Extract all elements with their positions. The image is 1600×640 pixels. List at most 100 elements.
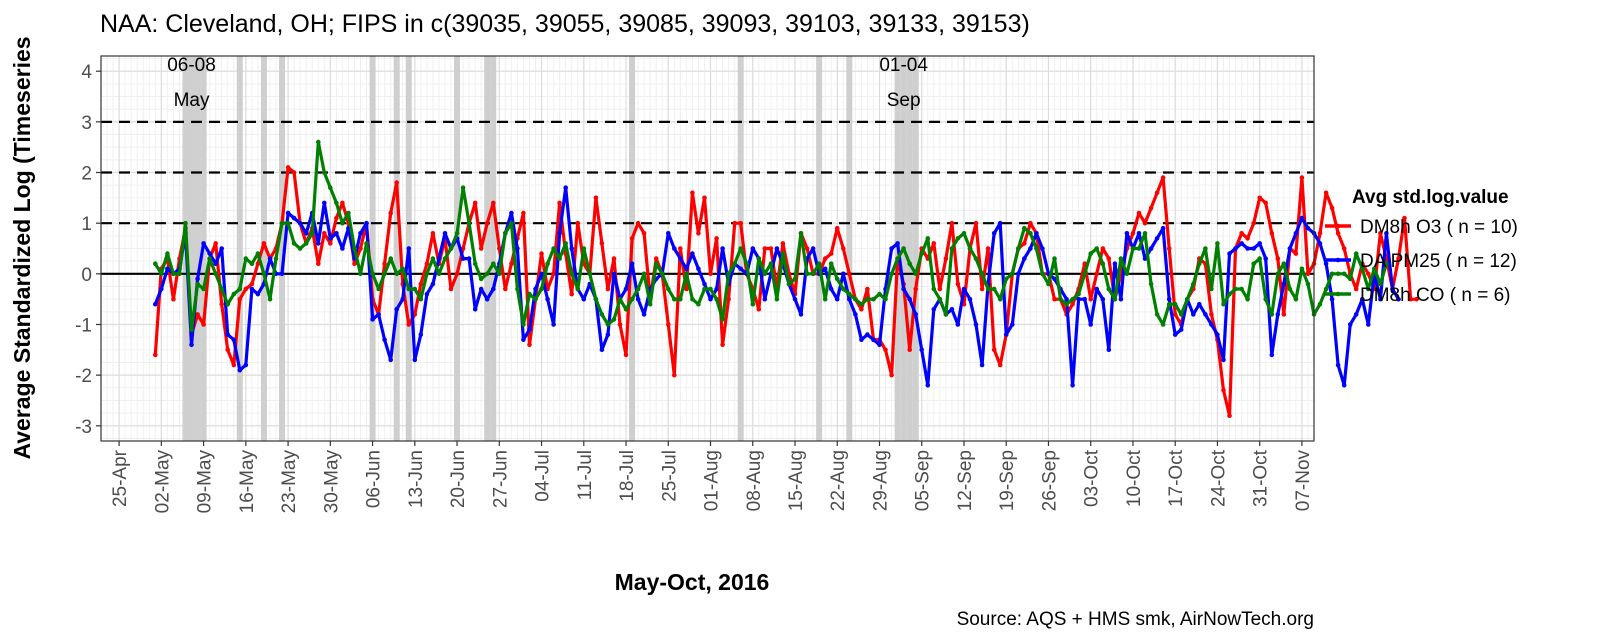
data-point	[1142, 220, 1148, 226]
data-point	[1106, 256, 1112, 261]
data-point	[201, 241, 206, 246]
data-point	[400, 296, 406, 302]
data-point	[358, 271, 363, 277]
data-point	[979, 271, 985, 277]
data-point	[1034, 246, 1039, 251]
x-tick-label: 23-May	[279, 450, 300, 514]
data-point	[967, 246, 973, 251]
data-point	[551, 246, 556, 251]
data-point	[159, 271, 164, 277]
data-point	[822, 266, 828, 272]
data-point	[696, 266, 701, 272]
data-point	[376, 286, 381, 292]
data-point	[1022, 241, 1027, 246]
data-point	[382, 337, 387, 343]
data-point	[527, 327, 532, 332]
data-point	[997, 362, 1003, 368]
data-point	[1414, 296, 1419, 302]
x-tick-label: 11-Jul	[575, 450, 596, 500]
data-point	[1366, 322, 1371, 327]
data-point	[183, 220, 188, 226]
data-point	[792, 276, 798, 282]
data-point	[364, 220, 369, 226]
data-point	[847, 291, 852, 297]
data-point	[1209, 322, 1214, 327]
data-point	[816, 261, 822, 267]
data-point	[1233, 286, 1238, 292]
data-point	[1028, 220, 1033, 226]
data-point	[1378, 231, 1383, 236]
data-point	[340, 220, 345, 226]
data-point	[666, 231, 671, 236]
data-point	[291, 215, 297, 221]
data-point	[611, 271, 617, 277]
data-point	[1094, 246, 1099, 251]
data-point	[1372, 266, 1377, 272]
data-point	[466, 220, 472, 226]
data-point	[859, 301, 864, 307]
data-point	[949, 307, 955, 312]
data-point	[153, 301, 158, 307]
data-point	[1245, 246, 1250, 251]
data-point	[1353, 312, 1359, 317]
data-point	[153, 261, 158, 267]
data-point	[1269, 312, 1275, 317]
data-point	[678, 246, 683, 251]
data-point	[1341, 271, 1347, 277]
y-tick-label: 4	[81, 62, 92, 83]
data-point	[533, 286, 538, 292]
data-point	[1317, 241, 1323, 246]
data-point	[1010, 271, 1015, 277]
legend-title: Avg std.log.value	[1352, 187, 1509, 208]
data-point	[484, 271, 490, 277]
data-point	[478, 246, 484, 251]
data-point	[1215, 332, 1220, 337]
data-point	[997, 296, 1003, 302]
data-point	[1353, 286, 1359, 292]
data-point	[509, 210, 514, 216]
data-point	[1335, 231, 1341, 236]
data-point	[1215, 241, 1220, 246]
data-point	[913, 286, 918, 292]
data-point	[1335, 271, 1341, 277]
data-point	[919, 347, 924, 353]
data-point	[243, 286, 249, 292]
data-point	[901, 246, 906, 251]
data-point	[267, 296, 273, 302]
data-point	[847, 271, 852, 277]
data-point	[563, 241, 568, 246]
data-point	[219, 286, 224, 292]
legend-item-label: DA PM25 ( n = 12)	[1360, 251, 1517, 272]
data-point	[1016, 271, 1021, 277]
data-point	[213, 241, 218, 246]
data-point	[1227, 291, 1232, 297]
data-point	[1390, 286, 1395, 292]
data-point	[653, 261, 659, 267]
data-point	[907, 347, 912, 353]
data-point	[762, 246, 768, 251]
data-point	[756, 256, 762, 261]
data-point	[961, 231, 967, 236]
x-axis-title: May-Oct, 2016	[615, 569, 770, 595]
data-point	[491, 200, 496, 206]
data-point	[442, 256, 448, 261]
series-lines	[153, 139, 1419, 419]
data-point	[509, 261, 514, 267]
data-point	[931, 241, 937, 246]
x-tick-label: 03-Oct	[1082, 449, 1103, 507]
x-tick-label: 15-Aug	[786, 450, 807, 511]
data-point	[346, 210, 351, 216]
data-point	[883, 347, 888, 353]
data-point	[859, 337, 864, 343]
x-tick-label: 01-Aug	[702, 450, 723, 511]
data-point	[1003, 332, 1009, 337]
data-point	[316, 241, 321, 246]
smoke-day-band	[816, 56, 823, 441]
data-point	[1329, 205, 1335, 211]
data-point	[424, 291, 430, 297]
data-point	[466, 256, 472, 261]
data-point	[985, 246, 991, 251]
data-point	[1088, 251, 1093, 256]
data-point	[484, 220, 490, 226]
data-point	[165, 251, 170, 256]
